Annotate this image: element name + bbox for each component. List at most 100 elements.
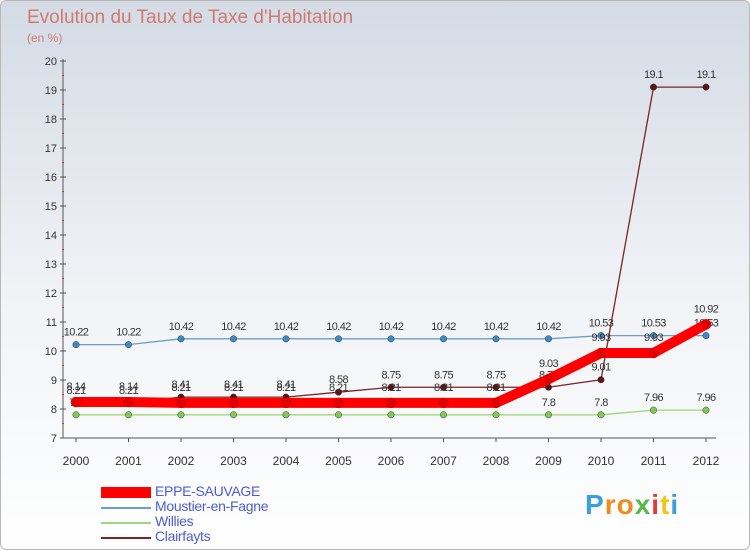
- data-point-eppe-sauvage-2005: [333, 397, 344, 409]
- y-tick-label-13: 13: [45, 259, 57, 271]
- data-point-moustier-en-fagne-2011: [650, 332, 657, 340]
- data-label-clairfayts-2004: 8.41: [276, 379, 295, 391]
- data-point-willies-2012: [702, 406, 710, 414]
- data-point-moustier-en-fagne-2002: [177, 335, 185, 343]
- data-point-moustier-en-fagne-2012: [702, 332, 710, 340]
- data-label-clairfayts-2012: 19.1: [696, 69, 715, 81]
- data-point-moustier-en-fagne-2009: [545, 335, 552, 343]
- data-point-eppe-sauvage-2007: [438, 397, 449, 409]
- data-point-eppe-sauvage-2004: [280, 397, 292, 409]
- data-point-moustier-en-fagne-2008: [492, 335, 500, 343]
- legend-label-moustier-en-fagne: Moustier-en-Fagne: [155, 498, 269, 514]
- data-label-moustier-en-fagne-2006: 10.42: [379, 321, 404, 333]
- logo-letter: o: [616, 489, 635, 520]
- data-label-eppe-sauvage-2002: 8.21: [171, 382, 190, 394]
- y-tick-label-8: 8: [51, 404, 57, 416]
- data-label-moustier-en-fagne-2002: 10.42: [169, 321, 194, 333]
- data-label-moustier-en-fagne-2007: 10.42: [431, 321, 456, 333]
- data-label-eppe-sauvage-2007: 8.21: [434, 382, 453, 394]
- data-label-eppe-sauvage-2001: 8.14: [119, 381, 138, 393]
- legend-swatch-clairfayts: [101, 537, 151, 539]
- data-label-willies-2009: 7.8: [542, 397, 556, 409]
- data-point-clairfayts-2012: [702, 83, 710, 91]
- data-point-moustier-en-fagne-2001: [125, 341, 132, 349]
- data-label-clairfayts-2005: 8.58: [329, 374, 348, 386]
- data-point-eppe-sauvage-2000: [70, 396, 82, 408]
- x-tick-label-2000: 2000: [63, 454, 90, 468]
- y-tick-label-14: 14: [45, 230, 57, 242]
- proxiti-logo: Proxiti: [585, 489, 679, 521]
- data-point-clairfayts-2006: [387, 383, 395, 391]
- y-tick-label-18: 18: [45, 114, 57, 126]
- data-label-moustier-en-fagne-2000: 10.22: [64, 327, 89, 339]
- data-point-willies-2005: [335, 411, 342, 419]
- data-label-eppe-sauvage-2004: 8.21: [276, 382, 295, 394]
- data-point-eppe-sauvage-2008: [490, 397, 502, 409]
- logo-letter: r: [604, 489, 617, 520]
- data-point-willies-2011: [650, 406, 657, 414]
- data-label-clairfayts-2007: 8.75: [434, 369, 453, 381]
- data-point-willies-2006: [387, 411, 395, 419]
- legend-label-eppe-sauvage: EPPE-SAUVAGE: [155, 483, 261, 499]
- data-label-clairfayts-2003: 8.41: [224, 379, 243, 391]
- data-label-moustier-en-fagne-2004: 10.42: [274, 321, 299, 333]
- data-point-willies-2010: [597, 411, 605, 419]
- data-label-willies-2011: 7.96: [644, 392, 663, 404]
- data-point-willies-2007: [440, 411, 447, 419]
- data-point-clairfayts-2008: [492, 383, 500, 391]
- data-label-clairfayts-2011: 19.1: [644, 69, 663, 81]
- data-point-clairfayts-2011: [650, 83, 657, 91]
- chart-title: Evolution du Taux de Taxe d'Habitation: [27, 7, 354, 28]
- x-tick-label-2001: 2001: [115, 454, 142, 468]
- data-label-clairfayts-2002: 8.41: [171, 379, 190, 391]
- data-point-eppe-sauvage-2001: [123, 396, 134, 408]
- y-tick-label-11: 11: [46, 317, 57, 329]
- data-label-eppe-sauvage-2003: 8.21: [224, 382, 243, 394]
- data-label-moustier-en-fagne-2011: 10.53: [641, 318, 666, 330]
- legend-swatch-willies: [101, 522, 151, 524]
- y-tick-label-17: 17: [45, 143, 57, 155]
- data-point-moustier-en-fagne-2005: [335, 335, 342, 343]
- data-point-clairfayts-2005: [335, 388, 342, 396]
- legend-swatch-eppe-sauvage: [101, 487, 151, 498]
- data-label-willies-2010: 7.8: [594, 397, 608, 409]
- x-tick-label-2011: 2011: [641, 454, 667, 468]
- y-tick-label-12: 12: [45, 288, 57, 300]
- data-point-eppe-sauvage-2006: [385, 397, 397, 409]
- logo-letter: P: [585, 489, 605, 520]
- data-point-willies-2003: [230, 411, 237, 419]
- data-point-willies-2000: [72, 411, 80, 419]
- y-tick-label-7: 7: [51, 433, 57, 445]
- data-label-eppe-sauvage-2009: 9.03: [539, 358, 558, 370]
- data-label-eppe-sauvage-2005: 8.21: [329, 382, 348, 394]
- x-tick-label-2002: 2002: [168, 454, 195, 468]
- y-tick-label-16: 16: [45, 172, 57, 184]
- data-label-moustier-en-fagne-2010: 10.53: [589, 318, 614, 330]
- data-point-willies-2002: [177, 411, 185, 419]
- x-tick-label-2008: 2008: [483, 454, 510, 468]
- data-point-eppe-sauvage-2012: [700, 319, 712, 330]
- x-tick-label-2004: 2004: [273, 454, 300, 468]
- y-tick-label-15: 15: [45, 201, 57, 213]
- data-label-moustier-en-fagne-2001: 10.22: [116, 327, 141, 339]
- data-label-clairfayts-2001: 8.21: [119, 385, 138, 397]
- logo-letter: i: [670, 489, 680, 520]
- data-point-eppe-sauvage-2002: [175, 397, 187, 409]
- x-tick-label-2003: 2003: [220, 454, 247, 468]
- data-label-eppe-sauvage-2010: 9.93: [591, 332, 610, 344]
- data-point-clairfayts-2010: [597, 376, 605, 384]
- data-label-moustier-en-fagne-2009: 10.42: [536, 321, 561, 333]
- data-label-clairfayts-2006: 8.75: [381, 369, 400, 381]
- data-label-eppe-sauvage-2012: 10.92: [694, 303, 719, 315]
- legend-swatch-moustier-en-fagne: [101, 507, 151, 509]
- logo-letter: x: [634, 489, 652, 520]
- data-point-willies-2008: [492, 411, 500, 419]
- logo-letter: i: [651, 489, 661, 520]
- y-tick-label-20: 20: [45, 56, 57, 68]
- data-label-moustier-en-fagne-2003: 10.42: [221, 321, 246, 333]
- legend-label-clairfayts: Clairfayts: [155, 528, 211, 544]
- y-tick-label-19: 19: [45, 85, 57, 97]
- x-tick-label-2006: 2006: [378, 454, 405, 468]
